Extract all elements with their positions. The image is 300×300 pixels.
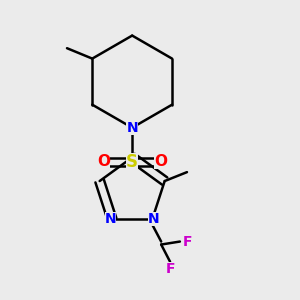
- Text: N: N: [105, 212, 116, 226]
- Text: F: F: [165, 262, 175, 276]
- Text: O: O: [98, 154, 110, 169]
- Text: N: N: [126, 121, 138, 135]
- Text: S: S: [126, 153, 138, 171]
- Text: O: O: [154, 154, 167, 169]
- Text: F: F: [182, 235, 192, 249]
- Text: N: N: [148, 212, 160, 226]
